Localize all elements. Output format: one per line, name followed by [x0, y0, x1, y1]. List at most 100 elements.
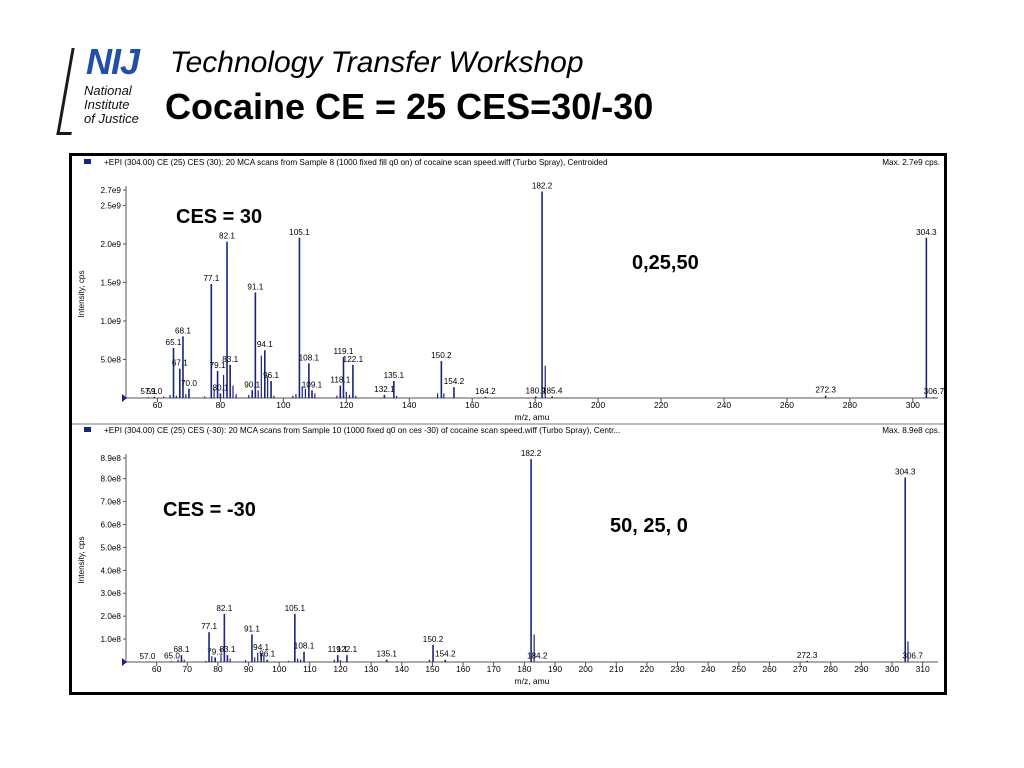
y-tick-label: 2.7e9 [101, 186, 122, 195]
logo-line-1: National [84, 83, 132, 98]
peak-label-57.0: 57.0 [139, 652, 155, 661]
panel-1-baseline-marker [122, 394, 127, 402]
annotation-0-25-50: 0,25,50 [632, 252, 699, 274]
x-tick-label: 120 [333, 664, 347, 674]
peak-label-272.3: 272.3 [815, 386, 836, 395]
x-tick-label: 130 [364, 664, 378, 674]
peak-label-82.1: 82.1 [219, 232, 235, 241]
peak-label-164.2: 164.2 [475, 387, 496, 396]
x-tick-label: 180 [517, 664, 531, 674]
peak-label-150.2: 150.2 [431, 351, 452, 360]
annotation-ces-30: CES = 30 [176, 206, 263, 228]
peak-label-57.1: 57.1 [140, 387, 156, 396]
peak-label-105.1: 105.1 [285, 604, 306, 613]
peak-label-132.1: 132.1 [374, 385, 395, 394]
peak-label-83.1: 83.1 [222, 355, 238, 364]
x-tick-label: 300 [885, 664, 899, 674]
peak-label-304.3: 304.3 [895, 467, 916, 476]
x-tick-label: 100 [272, 664, 286, 674]
x-tick-label: 260 [762, 664, 776, 674]
y-tick-label: 8.0e8 [101, 475, 122, 484]
x-tick-label: 310 [916, 664, 930, 674]
peak-label-109.1: 109.1 [302, 380, 323, 389]
y-tick-label: 8.9e8 [101, 454, 122, 463]
peak-label-135.1: 135.1 [384, 371, 405, 380]
x-tick-label: 280 [843, 400, 857, 410]
peak-label-119.1: 119.1 [334, 347, 354, 356]
logo-line-2: Institute [84, 97, 130, 112]
panel-2-header-marker [84, 427, 91, 432]
peak-label-67.1: 67.1 [172, 359, 188, 368]
x-tick-label: 160 [456, 664, 470, 674]
x-tick-label: 260 [780, 400, 794, 410]
peak-label-91.1: 91.1 [247, 282, 263, 291]
peak-label-122.1: 122.1 [343, 355, 364, 364]
y-tick-label: 2.5e9 [101, 201, 122, 210]
panel-2-header: +EPI (304.00) CE (25) CES (-30): 20 MCA … [104, 426, 620, 435]
x-tick-label: 110 [303, 664, 317, 674]
x-tick-label: 180 [528, 400, 542, 410]
panel-1-max-label: Max. 2.7e9 cps. [882, 158, 940, 167]
x-tick-label: 160 [465, 400, 479, 410]
x-tick-label: 230 [670, 664, 684, 674]
peak-label-185.4: 185.4 [542, 386, 563, 395]
peak-label-306.7: 306.7 [924, 387, 944, 396]
peak-label-96.1: 96.1 [259, 650, 275, 659]
panel-2-max-label: Max. 8.9e8 cps. [882, 426, 940, 435]
peak-label-119.1: 119.1 [328, 645, 348, 654]
panel-2-x-axis-title: m/z, amu [515, 676, 550, 686]
peak-label-65.0: 65.0 [164, 651, 180, 660]
nij-logo: NIJ National Institute of Justice [56, 41, 156, 136]
x-tick-label: 280 [824, 664, 838, 674]
panel-2-baseline-marker [122, 658, 127, 666]
x-tick-label: 90 [244, 664, 254, 674]
y-tick-label: 7.0e8 [101, 498, 122, 507]
peak-label-150.2: 150.2 [423, 635, 444, 644]
peak-label-79.1: 79.1 [207, 647, 223, 656]
y-tick-label: 5.0e8 [101, 543, 122, 552]
x-tick-label: 60 [153, 400, 163, 410]
peak-label-68.1: 68.1 [173, 645, 189, 654]
x-tick-label: 290 [854, 664, 868, 674]
x-tick-label: 120 [339, 400, 353, 410]
y-tick-label: 1.0e8 [101, 635, 122, 644]
panel-1-x-axis-title: m/z, amu [515, 412, 550, 422]
peak-label-83.1: 83.1 [219, 645, 235, 654]
peak-label-306.7: 306.7 [902, 652, 923, 661]
x-tick-label: 270 [793, 664, 807, 674]
peak-label-70.0: 70.0 [181, 379, 197, 388]
peak-label-94.1: 94.1 [253, 643, 269, 652]
x-tick-label: 200 [591, 400, 605, 410]
annotation-50-25-0: 50, 25, 0 [610, 515, 688, 537]
peak-label-122.1: 122.1 [337, 645, 358, 654]
x-tick-label: 300 [906, 400, 920, 410]
x-tick-label: 150 [425, 664, 439, 674]
y-tick-label: 2.0e9 [101, 240, 122, 249]
peak-label-77.1: 77.1 [203, 274, 219, 283]
x-tick-label: 220 [654, 400, 668, 410]
y-tick-label: 5.0e8 [101, 355, 122, 364]
panel-2-y-axis-title: Intensity, cps [77, 536, 86, 583]
x-tick-label: 250 [732, 664, 746, 674]
peak-label-59.0: 59.0 [146, 387, 162, 396]
x-tick-label: 220 [640, 664, 654, 674]
x-tick-label: 240 [717, 400, 731, 410]
slide-subtitle: Cocaine CE = 25 CES=30/-30 [165, 86, 654, 127]
peak-label-79.1: 79.1 [210, 361, 226, 370]
peak-label-182.2: 182.2 [532, 182, 553, 191]
peak-label-96.1: 96.1 [263, 371, 279, 380]
y-tick-label: 4.0e8 [101, 566, 122, 575]
x-tick-label: 100 [276, 400, 290, 410]
x-tick-label: 140 [402, 400, 416, 410]
logo-nij-text: NIJ [86, 41, 140, 82]
peak-label-184.2: 184.2 [527, 652, 548, 661]
y-tick-label: 2.0e8 [101, 612, 122, 621]
peak-label-105.1: 105.1 [289, 228, 310, 237]
spectra-frame: +EPI (304.00) CE (25) CES (30): 20 MCA s… [69, 153, 947, 695]
y-tick-label: 6.0e8 [101, 520, 122, 529]
panel-1-header-marker [84, 159, 91, 164]
peak-label-118.1: 118.1 [330, 376, 350, 385]
peak-label-108.1: 108.1 [299, 353, 320, 362]
x-tick-label: 80 [216, 400, 226, 410]
peak-label-154.2: 154.2 [444, 377, 465, 386]
